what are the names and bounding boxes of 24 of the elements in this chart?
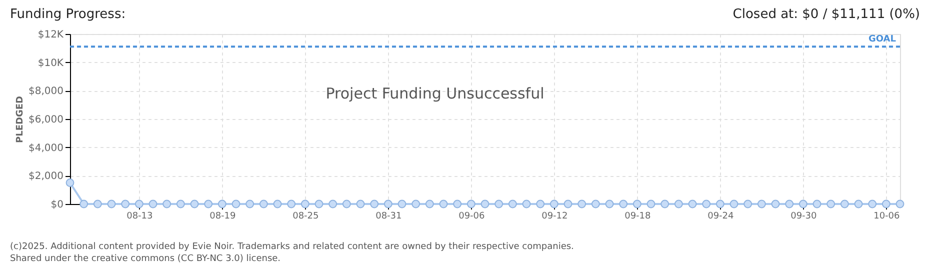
y-axis-title: PLEDGED: [16, 96, 26, 143]
text: Shared under the creative commons (CC BY-NC 3.0) license.: [10, 254, 281, 264]
y-tick-label: $6,000: [28, 114, 64, 126]
text: (c)2025. Additional content provided by Evie Noir. Trademarks and related content are owned by their respective companies.: [10, 242, 574, 252]
y-tick-label: $10K: [38, 58, 64, 69]
x-tick-label: 08-19: [210, 212, 236, 222]
y-tick-label: $4,000: [28, 142, 64, 154]
x-tick-label: 09-12: [542, 212, 568, 222]
x-tick-label: 09-06: [458, 212, 486, 222]
text: Closed at: $0 / $11,111 (0%): [732, 7, 920, 22]
y-tick-label: $2,000: [28, 171, 64, 182]
x-tick-label: 08-25: [292, 212, 319, 222]
x-tick-label: 09-24: [708, 212, 734, 222]
annotation: Project Funding Unsuccessful: [326, 84, 544, 102]
x-tick-label: 10-06: [874, 212, 900, 222]
y-tick-label: $8,000: [28, 86, 64, 98]
x-tick-label: 08-13: [126, 212, 153, 222]
y-tick-label: $0: [50, 200, 64, 210]
x-tick-label: 09-30: [790, 212, 818, 222]
x-tick-label: 09-18: [624, 212, 652, 222]
x-tick-label: 08-31: [376, 212, 402, 222]
ref-line-label: GOAL: [868, 34, 896, 45]
chart-title: Funding Progress:: [10, 7, 126, 22]
y-tick-label: $12K: [38, 30, 64, 40]
